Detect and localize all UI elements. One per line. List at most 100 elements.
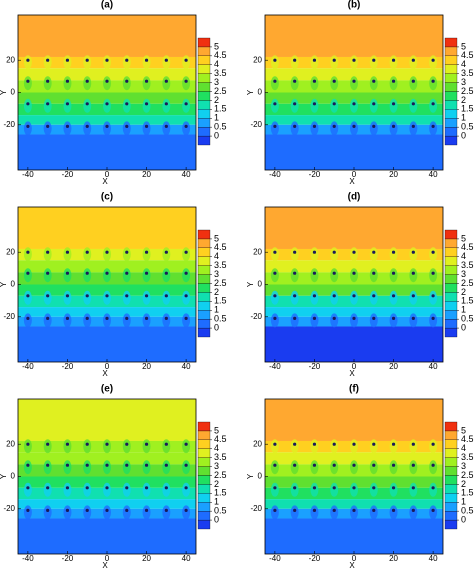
lobe	[409, 98, 418, 113]
colorbar-label: 3	[461, 269, 466, 279]
lobe	[350, 439, 358, 454]
well	[164, 508, 168, 513]
lobe	[103, 439, 111, 454]
lobe	[43, 268, 52, 283]
well	[65, 79, 70, 83]
well	[26, 463, 30, 467]
lobe	[369, 482, 378, 497]
colorbar-box	[444, 319, 458, 329]
well	[125, 294, 129, 298]
colorbar-box	[444, 301, 458, 311]
lobe	[389, 98, 398, 113]
colorbar-label: 1.5	[461, 104, 474, 114]
colorbar-box	[444, 327, 458, 338]
well	[372, 316, 376, 321]
colorbar-label: 3.5	[214, 260, 227, 270]
lobe	[369, 290, 378, 305]
y-tick-label: -20	[250, 312, 262, 321]
lobe	[43, 247, 52, 262]
lobe	[290, 98, 299, 113]
lobe	[310, 290, 319, 305]
lobe	[43, 290, 52, 305]
colorbar-box	[444, 229, 458, 240]
colorbar-box	[197, 283, 211, 293]
well	[144, 79, 149, 83]
colorbar-label: 5	[461, 425, 466, 435]
well	[65, 271, 70, 275]
lobe	[43, 505, 52, 520]
x-tick-label: -20	[309, 170, 321, 179]
well	[125, 316, 129, 321]
colorbar-label: 2	[461, 479, 466, 489]
colorbar-box	[197, 127, 211, 137]
contour-band	[18, 92, 196, 104]
lobe	[409, 460, 418, 475]
lobe	[369, 439, 378, 454]
lobe	[43, 98, 52, 113]
well	[65, 250, 70, 254]
well	[352, 58, 356, 62]
lobe	[429, 482, 438, 497]
colorbar-label: 5	[461, 41, 466, 51]
colorbar-box	[444, 448, 458, 458]
well	[184, 294, 188, 298]
lobe	[429, 313, 438, 328]
well	[372, 250, 376, 254]
lobe	[122, 505, 131, 520]
colorbar-label: 5	[214, 41, 219, 51]
well	[273, 463, 277, 467]
well	[46, 463, 50, 467]
y-tick-label: -20	[3, 504, 15, 513]
well	[184, 316, 188, 321]
lobe	[122, 98, 131, 113]
colorbar-box	[197, 475, 211, 485]
lobe	[23, 247, 32, 262]
y-tick-label: 20	[253, 439, 262, 448]
well	[352, 442, 356, 446]
colorbar-label: 1.5	[214, 104, 227, 114]
colorbar-box	[444, 55, 458, 65]
colorbar-box	[197, 238, 211, 248]
well	[105, 442, 109, 446]
lobe	[142, 247, 151, 262]
contour-band	[265, 115, 443, 125]
x-tick-label: 0	[352, 170, 357, 179]
lobe	[142, 76, 151, 91]
well	[85, 102, 89, 106]
well	[293, 250, 297, 254]
y-axis-label: Y	[0, 473, 8, 479]
colorbar-box	[197, 46, 211, 56]
lobe	[83, 439, 92, 454]
colorbar-box	[197, 229, 211, 240]
well	[144, 508, 149, 513]
well	[164, 250, 168, 254]
lobe	[103, 98, 111, 113]
colorbar-label: 2	[214, 479, 219, 489]
well	[312, 486, 317, 490]
well	[85, 271, 89, 275]
well	[65, 442, 70, 446]
colorbar-label: 3	[461, 77, 466, 87]
colorbar-label: 0.5	[461, 314, 474, 324]
x-tick-label: -40	[22, 170, 34, 179]
well	[431, 250, 435, 254]
panel-title: (f)	[349, 384, 359, 395]
well	[164, 316, 168, 321]
lobe	[162, 290, 171, 305]
lobe	[409, 268, 418, 283]
lobe	[23, 460, 32, 475]
colorbar-label: 2.5	[214, 278, 227, 288]
lobe	[83, 76, 92, 91]
well	[391, 486, 396, 490]
well	[26, 58, 30, 62]
lobe	[350, 98, 358, 113]
lobe	[310, 76, 319, 91]
lobe	[23, 505, 32, 520]
well	[352, 463, 356, 467]
well	[46, 486, 50, 490]
well	[372, 271, 376, 275]
well	[46, 294, 50, 298]
well	[105, 102, 109, 106]
well	[26, 508, 30, 513]
lobe	[63, 121, 72, 136]
